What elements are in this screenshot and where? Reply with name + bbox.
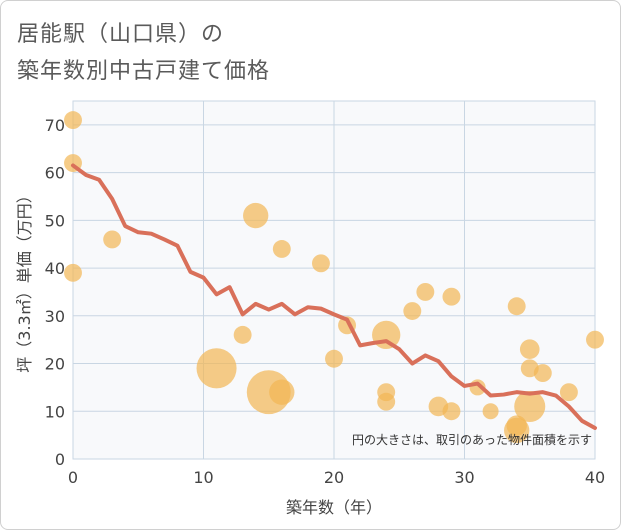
bubble-point: [325, 349, 343, 368]
y-tick-label: 0: [55, 450, 65, 469]
y-tick-label: 20: [45, 355, 65, 374]
chart-title-line2: 築年数別中古戸建て価格: [17, 59, 271, 84]
bubble-point: [64, 111, 82, 130]
bubble-point: [482, 403, 499, 420]
x-tick-label: 40: [585, 468, 605, 487]
y-tick-label: 70: [45, 116, 65, 135]
axis-ticks: 0 10 20 30 40 0 10 20 30 40 50 60 70: [45, 116, 606, 487]
bubble-point: [533, 364, 552, 383]
x-tick-label: 30: [454, 468, 474, 487]
bubble-point: [272, 240, 291, 258]
bubble-point: [196, 348, 237, 389]
bubble-point: [103, 230, 122, 249]
x-tick-label: 20: [324, 468, 344, 487]
y-tick-label: 40: [45, 259, 65, 278]
y-tick-label: 10: [45, 402, 65, 421]
bubble-point: [416, 282, 435, 301]
bubble-point: [514, 390, 546, 423]
bubble-point: [311, 254, 330, 273]
bubble-point: [586, 330, 604, 349]
bubble-point: [519, 339, 540, 360]
bubble-point: [372, 320, 401, 350]
bubble-point: [269, 379, 295, 405]
bubble-point: [243, 202, 269, 229]
chart-title-line1: 居能駅（山口県）の: [17, 22, 225, 47]
x-axis-label: 築年数（年）: [286, 498, 382, 517]
bubble-point: [504, 417, 530, 444]
bubble-point: [442, 287, 461, 306]
bubble-point: [403, 302, 422, 320]
y-tick-label: 50: [45, 211, 65, 230]
bubble-point: [559, 383, 578, 402]
y-axis-label: 坪（3.3㎡）単価（万円）: [15, 187, 34, 372]
bubble-point: [507, 297, 526, 316]
bubble-point: [442, 402, 461, 421]
trend-line: [71, 163, 597, 430]
x-tick-label: 0: [68, 468, 78, 487]
x-tick-label: 10: [193, 468, 213, 487]
bubble-point: [377, 392, 396, 411]
bubble-point: [64, 263, 82, 282]
bubble-point: [233, 325, 252, 344]
y-tick-label: 30: [45, 307, 65, 326]
y-tick-label: 60: [45, 164, 65, 183]
size-legend-note: 円の大きさは、取引のあった物件面積を示す: [352, 432, 592, 447]
